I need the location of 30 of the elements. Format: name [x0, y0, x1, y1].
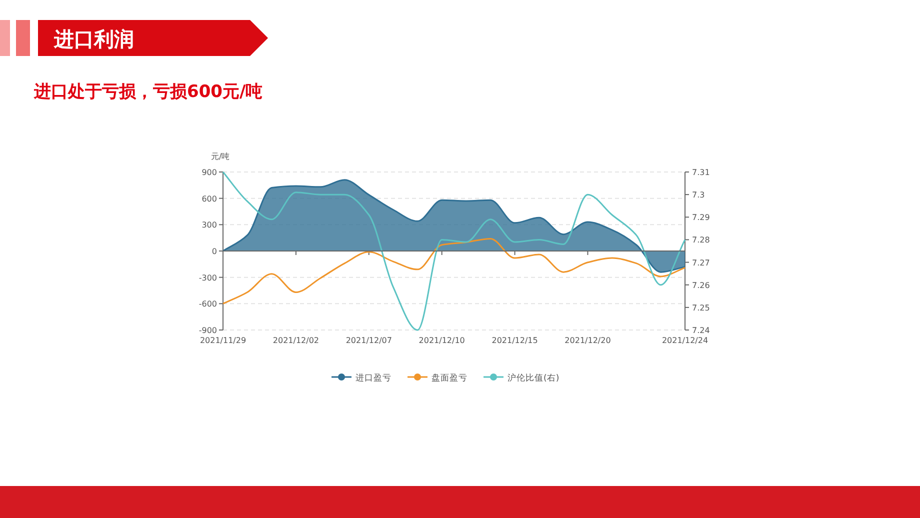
chart-title: 进口利润 — [53, 27, 134, 51]
chart-subtitle: 进口处于亏损，亏损600元/吨 — [33, 82, 263, 102]
x-tick-label: 2021/12/07 — [346, 336, 392, 345]
x-tick-label: 2021/11/29 — [200, 336, 246, 345]
y2-tick-label: 7.29 — [692, 213, 710, 222]
legend-label: 沪伦比值(右) — [508, 372, 560, 384]
line-series — [222, 171, 686, 331]
x-tick-label: 2021/12/02 — [272, 336, 319, 345]
x-tick-label: 2021/12/20 — [564, 336, 611, 345]
y2-tick-label: 7.27 — [692, 258, 710, 268]
y-tick-label: -300 — [198, 273, 217, 282]
y2-tick-label: 7.26 — [692, 280, 710, 290]
y-tick-label: 900 — [202, 168, 217, 177]
y-tick-label: -900 — [198, 326, 217, 335]
y2-tick-label: 7.28 — [692, 236, 710, 245]
y-tick-label: 600 — [202, 194, 217, 204]
x-tick-label: 2021/12/24 — [662, 336, 708, 345]
y2-tick-label: 7.24 — [692, 326, 710, 335]
x-tick-label: 2021/12/10 — [418, 336, 465, 345]
line-series — [222, 238, 686, 304]
y2-tick-label: 7.31 — [692, 168, 710, 177]
legend-label: 进口盈亏 — [356, 372, 392, 384]
y2-tick-label: 7.3 — [692, 190, 705, 200]
y-tick-label: -600 — [198, 300, 217, 309]
y-axis-title: 元/吨 — [211, 152, 230, 161]
y-tick-label: 300 — [202, 220, 217, 230]
legend-label: 盘面盈亏 — [432, 372, 468, 384]
x-tick-label: 2021/12/15 — [492, 336, 538, 345]
y2-tick-label: 7.25 — [692, 303, 710, 312]
y-tick-label: 0 — [212, 247, 217, 256]
